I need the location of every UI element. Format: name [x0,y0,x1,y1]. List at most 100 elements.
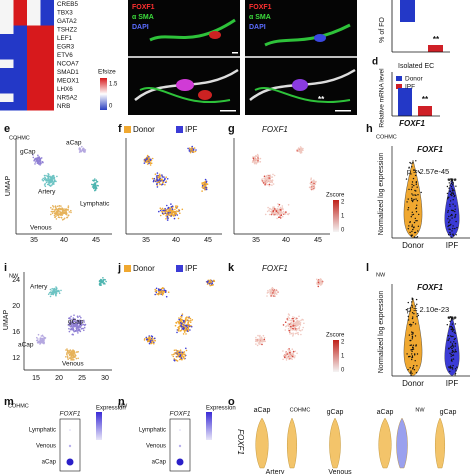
cell-dot [296,323,299,325]
cell-dot [68,351,71,354]
cell-dot [300,149,303,151]
cell-dot [159,290,162,293]
cell-dot [159,214,162,217]
cell-dot [406,353,408,355]
cell-dot [159,209,162,212]
cell-dot [292,316,294,318]
legend-tick: 2 [341,200,345,206]
cell-dot [69,320,72,323]
cell-dot [77,319,79,322]
cell-dot [177,350,179,352]
cell-dot [160,288,163,290]
cell-dot [76,330,78,333]
panel-title: aCap [254,407,271,414]
cell-dot [61,212,63,215]
cell-dot [411,193,413,195]
cell-dot [270,211,273,213]
cell-dot [50,292,53,294]
cell-dot [46,180,49,182]
cell-dot [453,341,455,343]
bar [418,106,432,116]
cell-dot [289,351,291,354]
cell-dot [68,324,71,327]
stain-label: FOXF1 [249,4,272,11]
cell-dot [187,147,189,150]
cell-dot [451,360,453,362]
cell-dot [407,209,409,211]
cell-dot [72,321,74,324]
cell-dot [146,338,148,341]
cell-dot [171,205,174,207]
cell-dot [95,182,97,184]
cell-dot [185,329,187,332]
cell-dot [452,227,454,230]
cell-dot [451,230,453,232]
cell-dot [414,217,416,220]
cell-dot [447,211,449,213]
panel-label: g [228,123,235,135]
cell-dot [55,288,58,291]
cell-dot [271,213,274,215]
cell-dot [94,184,97,186]
cell-dot [190,324,192,327]
cell-dot [95,179,98,181]
p-value: p = 2.57e-45 [407,167,449,176]
cell-dot [143,162,146,164]
cell-dot [287,204,290,206]
cell-dot [409,221,411,223]
heatmap-cell [13,25,27,34]
cell-dot [175,205,177,207]
gene-label: GATA2 [57,18,77,25]
cell-dot [51,177,53,180]
cell-dot [410,325,412,327]
cell-dot [60,289,62,292]
cell-dot [173,358,176,360]
cell-dot [171,209,174,212]
cell-dot [83,150,85,153]
cell-dot [319,284,322,286]
cell-dot [40,157,43,159]
cell-dot [252,156,255,158]
cell-dot [52,210,54,213]
cell-dot [454,342,457,345]
cell-dot [269,175,271,177]
stain-label: DAPI [132,24,149,31]
cell-dot [203,186,206,188]
cell-dot [148,159,150,162]
cell-dot [206,283,209,285]
cell-dot [453,235,455,237]
cell-dot [67,205,70,207]
cell-dot [411,211,413,213]
legend-label: Donor [133,264,155,273]
cell-dot [180,351,183,353]
legend-tick: 1.5 [109,82,118,88]
cell-dot [77,332,79,334]
cell-dot [315,180,317,183]
cell-dot [297,327,300,330]
cell-dot [83,326,86,329]
cell-dot [413,369,416,371]
cell-dot [319,278,322,280]
violin [396,417,408,469]
cell-dot [71,329,74,331]
cell-dot [447,210,449,212]
cell-dot [310,177,313,179]
cell-dot [452,335,454,338]
significance: *** [447,177,457,186]
cell-dot [273,206,276,208]
cell-dot [73,320,76,322]
heatmap-cell [27,42,41,51]
cluster-label: aCap [66,140,82,147]
cell-dot [271,179,274,182]
cell-dot [452,193,455,195]
cell-dot [317,281,320,284]
cell-dot [177,353,180,356]
cell-dot [448,224,450,227]
cell-dot [455,220,457,223]
stain [254,87,351,103]
cell-dot [296,352,298,355]
cell-dot [209,281,211,284]
cell-dot [176,352,178,354]
cell-dot [72,327,74,330]
cell-dot [166,178,169,180]
